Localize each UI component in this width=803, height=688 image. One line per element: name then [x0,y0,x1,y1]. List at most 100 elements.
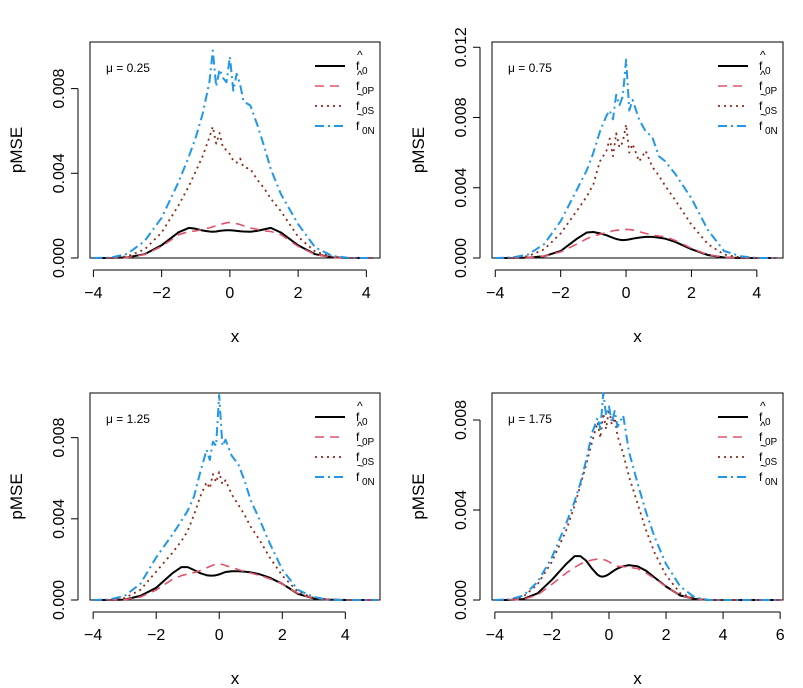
x-tick-label: 2 [662,627,671,644]
x-axis-title: x [231,669,240,688]
legend-accent: ~ [760,108,767,122]
legend-symbol: f [356,99,360,113]
legend-subscript: 0S [362,106,375,117]
legend-accent: ~ [760,459,767,473]
series-line-f0 [93,226,374,259]
x-axis: −4 −2 0 2 4 6 [486,611,785,644]
x-tick-label: 2 [294,285,303,302]
series-line-f0S [495,123,777,259]
y-axis-title: pMSE [7,473,26,519]
legend-label-f0: ^f 0 [759,399,771,428]
y-tick-label: 0.000 [51,580,68,620]
x-axis-title: x [633,327,642,346]
legend-subscript: 0N [765,477,778,488]
legend-label-f0P: ^f 0P [759,419,778,448]
legend-label-f0P: ^f 0P [759,68,778,97]
series-line-f0N [494,392,781,601]
x-tick-label: −4 [486,627,504,644]
x-tick-label: −4 [84,285,102,302]
y-axis-title: pMSE [7,127,26,173]
legend: ^f 0^f 0P~f 0S~f 0N [315,399,375,488]
x-axis-title: x [633,669,642,688]
legend-label-f0: ^f 0 [356,399,368,428]
x-tick-label: −2 [147,627,165,644]
legend-label-f0P: ^f 0P [356,68,375,97]
legend-subscript: 0S [765,457,778,468]
x-tick-label: 0 [225,285,234,302]
legend-accent: ^ [357,399,363,413]
series-line-f0N [495,58,777,259]
x-tick-label: 0 [622,285,631,302]
legend-accent: ^ [760,419,766,433]
legend-symbol: f [759,430,763,444]
y-tick-label: 0.008 [453,400,470,440]
legend: ^f 0^f 0P~f 0S~f 0N [315,48,375,137]
y-axis: 0.000 0.004 0.008 [453,400,481,620]
legend-label-f0: ^f 0 [759,48,771,77]
x-tick-label: 4 [362,285,371,302]
legend-subscript: 0P [765,86,778,97]
y-tick-label: 0.008 [51,418,68,458]
y-axis: 0.000 0.004 0.008 [51,68,79,278]
legend-symbol: f [759,450,763,464]
x-tick-label: −2 [153,285,171,302]
legend-symbol: f [356,470,360,484]
x-tick-label: 4 [341,627,350,644]
legend: ^f 0^f 0P~f 0S~f 0N [718,399,778,488]
mu-label: μ = 1.25 [106,412,150,426]
x-axis: −4 −2 0 2 4 [84,269,371,302]
x-tick-label: −4 [486,285,504,302]
series-line-f0P [93,221,374,259]
y-tick-label: 0.004 [51,153,68,193]
legend-subscript: 0N [362,126,375,137]
legend-accent: ^ [357,419,363,433]
legend-subscript: 0S [362,457,375,468]
legend-label-f0N: ~f 0N [759,459,778,488]
legend-subscript: 0P [765,437,778,448]
series-line-f0S [494,407,781,601]
y-axis: 0.000 0.004 0.008 0.012 [453,27,481,278]
series-line-f0 [494,555,781,601]
legend-accent: ~ [760,439,767,453]
y-axis: 0.000 0.004 0.008 [51,418,79,620]
plot-frame [491,41,784,259]
legend-label-f0S: ~f 0S [356,439,375,468]
x-tick-label: 0 [605,627,614,644]
legend-accent: ^ [760,48,766,62]
x-tick-label: 6 [776,627,785,644]
y-tick-label: 0.004 [51,499,68,539]
series-line-f0S [93,125,374,259]
legend-symbol: f [356,119,360,133]
legend-accent: ~ [357,108,364,122]
legend-subscript: 0N [362,477,375,488]
y-tick-label: 0.008 [51,68,68,108]
legend-symbol: f [759,59,763,73]
x-axis: −4 −2 0 2 4 [84,611,350,644]
legend-accent: ^ [357,48,363,62]
legend-subscript: 0 [765,66,771,77]
legend-accent: ^ [357,68,363,82]
legend-subscript: 0 [765,417,771,428]
legend-accent: ~ [357,459,364,473]
series-line-f0N [93,49,374,259]
plot-frame [491,392,784,601]
legend-accent: ^ [760,68,766,82]
series-line-f0S [93,471,377,601]
legend-subscript: 0S [765,106,778,117]
x-tick-label: 2 [278,627,287,644]
y-tick-label: 0.000 [51,238,68,278]
legend-symbol: f [759,470,763,484]
legend-label-f0N: ~f 0N [356,459,375,488]
legend-label-f0N: ~f 0N [759,108,778,137]
series-line-f0N [93,394,377,601]
mu-label: μ = 0.75 [508,61,552,75]
legend-subscript: 0N [765,126,778,137]
x-tick-label: 0 [215,627,224,644]
series-line-f0P [93,563,377,601]
y-tick-label: 0.012 [453,27,470,67]
y-axis-title: pMSE [409,473,428,519]
y-tick-label: 0.004 [453,168,470,208]
x-tick-label: 4 [752,285,761,302]
